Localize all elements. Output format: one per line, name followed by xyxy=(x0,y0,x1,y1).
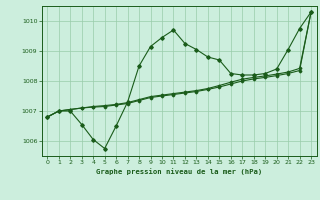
X-axis label: Graphe pression niveau de la mer (hPa): Graphe pression niveau de la mer (hPa) xyxy=(96,168,262,175)
